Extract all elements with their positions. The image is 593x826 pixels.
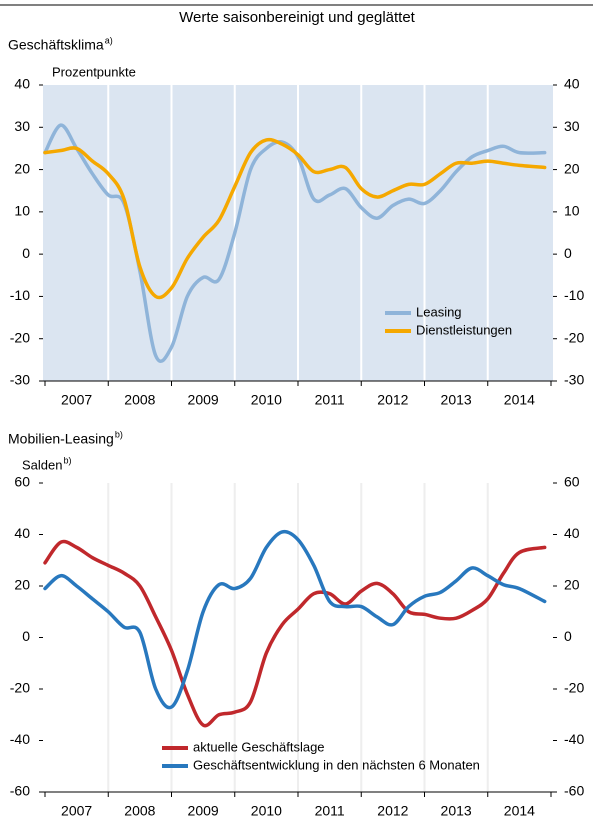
y-tick-label-right: 40 (564, 76, 580, 92)
series-line (43, 529, 547, 710)
y-tick-label-right: -20 (564, 329, 584, 345)
x-tick-label: 2011 (315, 803, 345, 819)
x-tick-label: 2014 (504, 803, 535, 819)
chart-title: Mobilien-Leasing (8, 431, 114, 447)
y-tick-label-right: 20 (564, 577, 580, 593)
y-tick-label-right: 10 (564, 203, 580, 219)
x-tick-label: 2011 (315, 392, 345, 408)
x-tick-label: 2012 (377, 803, 408, 819)
x-tick-label: 2013 (441, 392, 472, 408)
y-tick-label-left: 10 (14, 203, 30, 219)
y-tick-label-left: 20 (14, 160, 30, 176)
x-tick-label: 2010 (251, 392, 282, 408)
y-tick-label-right: -40 (564, 731, 584, 747)
y-tick-label-left: 40 (14, 525, 30, 541)
y-tick-label-left: -20 (10, 680, 30, 696)
y-tick-label-left: 0 (22, 245, 30, 261)
x-tick-label: 2007 (61, 803, 92, 819)
x-tick-label: 2012 (377, 392, 408, 408)
y-tick-label-left: 60 (14, 474, 30, 490)
y-tick-label-right: -60 (564, 783, 584, 799)
series-line (43, 539, 547, 728)
y-tick-label-right: -30 (564, 372, 584, 388)
y-tick-label-left: -10 (10, 287, 30, 303)
series-line (43, 137, 547, 300)
y-tick-label-left: -40 (10, 731, 30, 747)
legend-label: Leasing (416, 304, 462, 319)
y-tick-label-left: 40 (14, 76, 30, 92)
legend-label: aktuelle Geschäftslage (193, 739, 325, 754)
chart-title: Geschäftsklima (8, 37, 104, 53)
title-note: b) (115, 429, 123, 439)
title-note: a) (105, 35, 113, 45)
y-tick-label-right: 60 (564, 474, 580, 490)
y-label-note: b) (63, 455, 71, 465)
x-tick-label: 2014 (504, 392, 535, 408)
x-tick-label: 2008 (124, 803, 155, 819)
y-tick-label-right: 0 (564, 245, 572, 261)
x-tick-label: 2010 (251, 803, 282, 819)
x-tick-label: 2009 (188, 803, 219, 819)
y-tick-label-left: 20 (14, 577, 30, 593)
y-tick-label-right: -10 (564, 287, 584, 303)
x-tick-label: 2013 (441, 803, 472, 819)
page-title: Werte saisonbereinigt und geglättet (179, 9, 416, 26)
y-tick-label-right: 0 (564, 628, 572, 644)
y-tick-label-right: -20 (564, 680, 584, 696)
y-tick-label-left: 30 (14, 118, 30, 134)
legend-label: Dienstleistungen (416, 322, 512, 337)
y-axis-label: Salden (22, 457, 62, 472)
y-axis-label: Prozentpunkte (52, 64, 136, 79)
y-tick-label-left: -30 (10, 372, 30, 388)
x-tick-label: 2008 (124, 392, 155, 408)
y-tick-label-left: -60 (10, 783, 30, 799)
x-tick-label: 2009 (188, 392, 219, 408)
legend-label: Geschäftsentwicklung in den nächsten 6 M… (193, 757, 480, 772)
y-tick-label-left: -20 (10, 329, 30, 345)
x-tick-label: 2007 (61, 392, 92, 408)
y-tick-label-right: 40 (564, 525, 580, 541)
y-tick-label-right: 30 (564, 118, 580, 134)
y-tick-label-left: 0 (22, 628, 30, 644)
y-tick-label-right: 20 (564, 160, 580, 176)
